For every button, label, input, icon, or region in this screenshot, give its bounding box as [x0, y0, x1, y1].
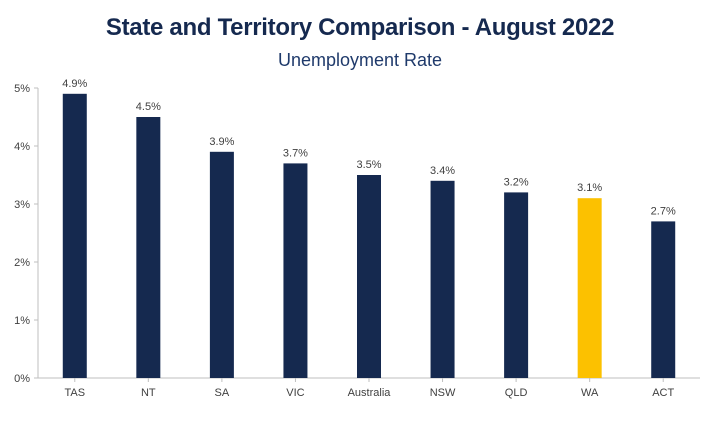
bar [209, 151, 234, 378]
y-tick-label: 4% [14, 141, 30, 153]
x-tick-label: WA [581, 387, 599, 399]
x-tick-label: TAS [64, 387, 85, 399]
bar [577, 198, 602, 378]
bar [136, 117, 161, 378]
data-label: 4.5% [136, 101, 161, 113]
y-tick-label: 5% [14, 83, 30, 95]
y-tick-label: 3% [14, 199, 30, 211]
data-label: 2.7% [651, 205, 676, 217]
x-tick-label: NSW [430, 387, 456, 399]
y-tick-label: 1% [14, 315, 30, 327]
y-tick-label: 0% [14, 373, 30, 385]
chart-subtitle: Unemployment Rate [277, 50, 443, 70]
x-tick-label: Australia [348, 387, 392, 399]
bar [430, 180, 455, 378]
x-tick-label: NT [141, 387, 156, 399]
y-tick-label: 2% [14, 257, 30, 269]
bar [357, 175, 381, 378]
data-label: 4.9% [62, 78, 87, 90]
bar [283, 163, 308, 378]
chart-title: State and Territory Comparison - August … [105, 14, 615, 41]
x-tick-label: VIC [286, 387, 304, 399]
bar [504, 192, 529, 378]
data-label: 3.9% [209, 136, 234, 148]
data-label: 3.5% [356, 159, 381, 171]
data-label: 3.4% [430, 165, 455, 177]
bar [62, 93, 87, 379]
data-label: 3.1% [577, 182, 602, 194]
data-label: 3.7% [283, 147, 308, 159]
data-label: 3.2% [504, 176, 529, 188]
x-tick-label: SA [215, 387, 230, 399]
x-tick-label: ACT [652, 387, 674, 399]
x-tick-label: QLD [505, 387, 528, 399]
bar [651, 221, 676, 378]
